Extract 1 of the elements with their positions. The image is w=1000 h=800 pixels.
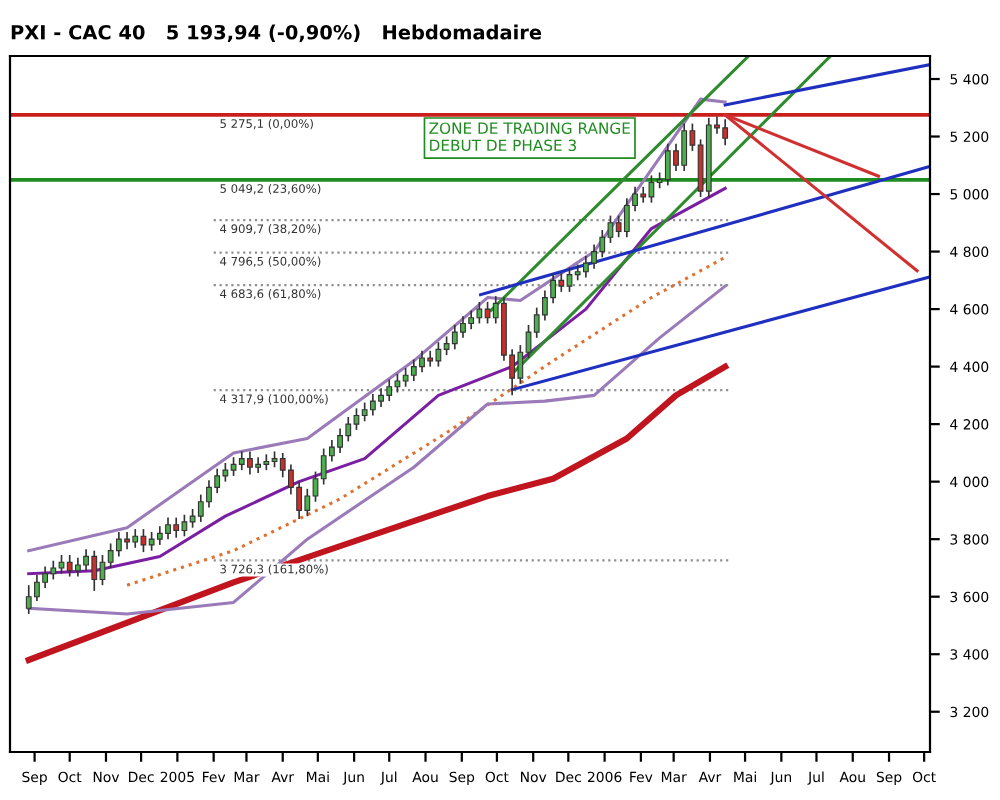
chart-title: PXI - CAC 40 5 193,94 (-0,90%) Hebdomadaire [11, 24, 542, 43]
